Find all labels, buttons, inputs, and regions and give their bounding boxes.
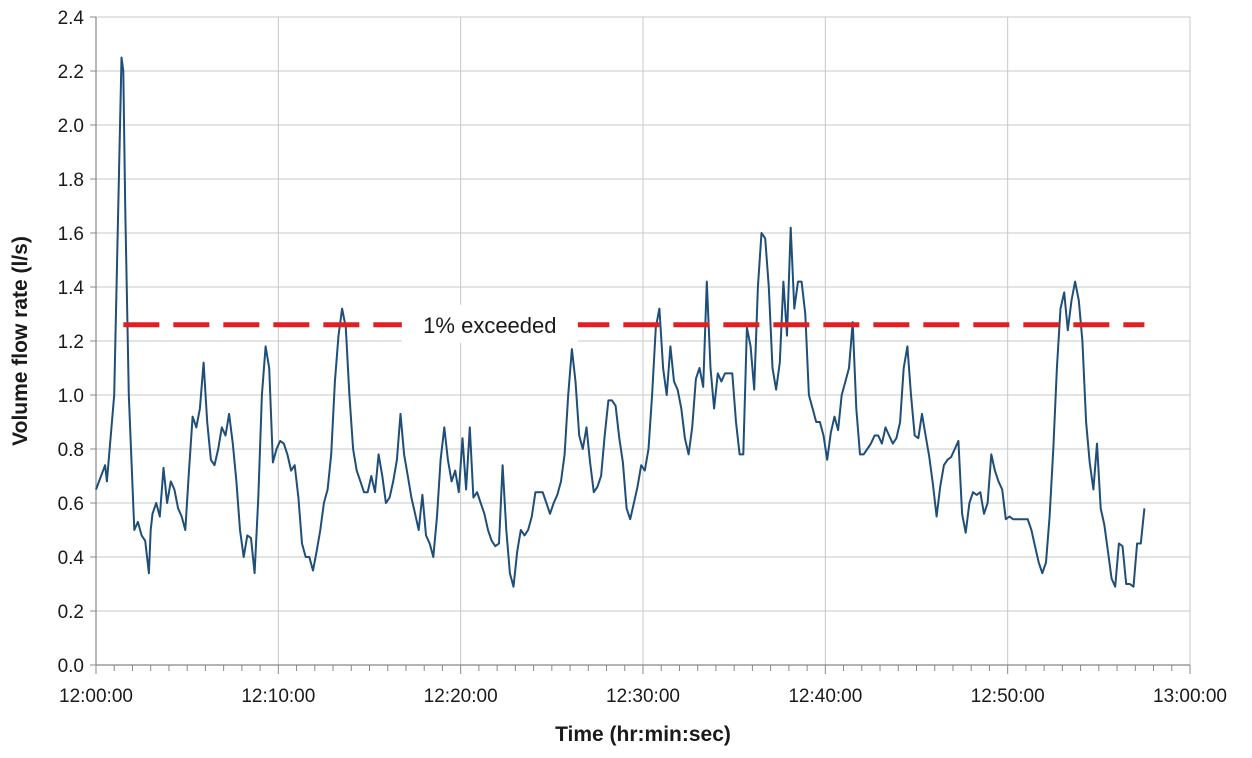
x-tick-label: 12:10:00	[241, 686, 315, 707]
y-tick-label: 2.0	[58, 116, 84, 137]
y-tick-label: 0.4	[58, 548, 85, 569]
flow-rate-line	[95, 56, 1146, 588]
annotation-label: 1% exceeded	[423, 313, 556, 338]
y-tick-label: 2.2	[58, 62, 84, 83]
y-tick-label: 1.4	[58, 278, 85, 299]
tick-labels: 0.0 0.2 0.4 0.6 0.8 1.0 1.2 1.4 1.6 1.8 2.0 2.2 2.4 1…	[58, 8, 1227, 707]
x-tick-label: 12:40:00	[788, 686, 862, 707]
annotations: 1% exceeded	[401, 304, 578, 343]
y-tick-label: 1.6	[58, 224, 84, 245]
gridlines	[95, 16, 1191, 666]
y-tick-label: 0.2	[58, 602, 84, 623]
series-layer	[95, 56, 1146, 588]
x-tick-label: 12:50:00	[971, 686, 1045, 707]
y-tick-label: 0.6	[58, 494, 84, 515]
x-tick-label: 13:00:00	[1153, 686, 1227, 707]
x-tick-label: 12:20:00	[424, 686, 498, 707]
y-tick-label: 2.4	[58, 8, 85, 29]
y-tick-label: 1.8	[58, 170, 84, 191]
y-tick-label: 0.0	[58, 656, 84, 677]
x-axis-title: Time (hr:min:sec)	[555, 723, 731, 746]
y-tick-label: 1.2	[58, 332, 84, 353]
x-tick-label: 12:00:00	[59, 686, 133, 707]
axes	[90, 16, 1191, 674]
x-tick-label: 12:30:00	[606, 686, 680, 707]
y-tick-label: 0.8	[58, 440, 84, 461]
annotation-background	[401, 304, 578, 343]
y-tick-label: 1.0	[58, 386, 84, 407]
y-axis-title: Volume flow rate (l/s)	[9, 236, 32, 446]
